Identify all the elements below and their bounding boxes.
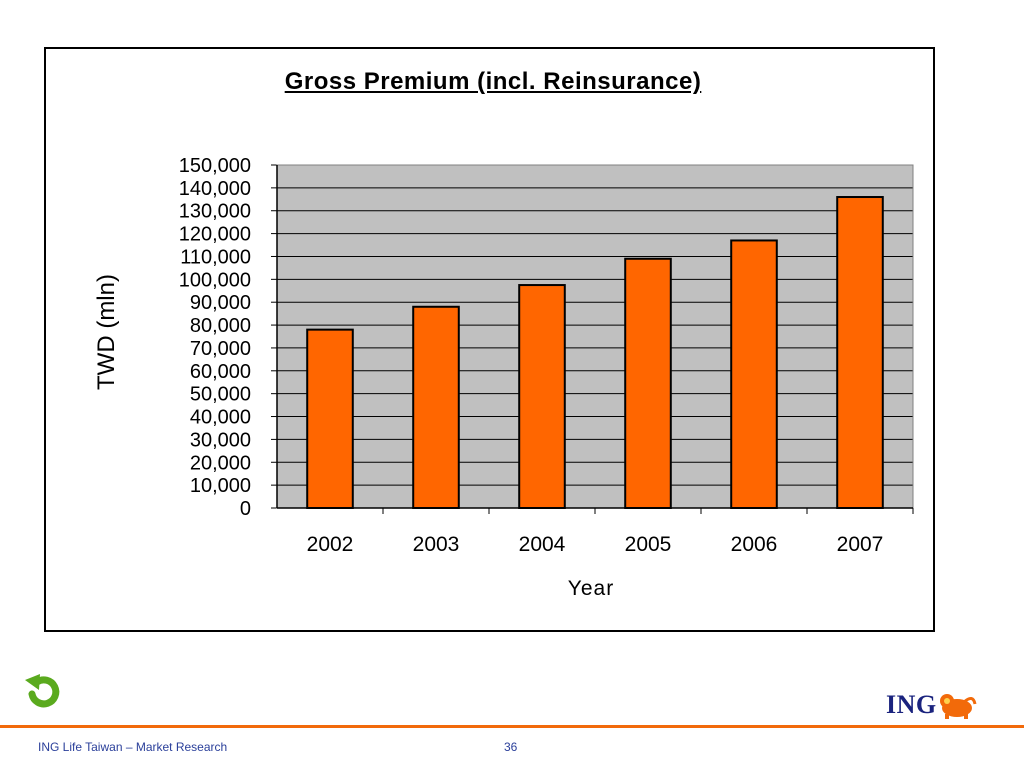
- y-tick-label: 120,000: [179, 224, 251, 246]
- x-tick-label: 2004: [519, 533, 566, 556]
- bar: [836, 196, 884, 509]
- back-arrow-icon: [25, 674, 60, 708]
- x-tick-label: 2003: [413, 533, 460, 556]
- page-number: 36: [504, 740, 518, 754]
- ing-logo: ING: [886, 690, 977, 720]
- bar: [412, 305, 460, 510]
- x-tick-label: 2007: [837, 533, 884, 556]
- y-tick-label: 140,000: [179, 178, 251, 200]
- y-tick-label: 100,000: [179, 269, 251, 291]
- y-tick-label: 60,000: [190, 361, 251, 383]
- y-tick-label: 130,000: [179, 201, 251, 223]
- back-button[interactable]: [20, 668, 66, 714]
- footer-text: ING Life Taiwan – Market Research: [38, 740, 228, 754]
- chart-title: Gross Premium (incl. Reinsurance): [284, 68, 702, 95]
- x-tick-label: 2005: [625, 533, 672, 556]
- x-tick-label: 2006: [731, 533, 778, 556]
- y-tick-label: 30,000: [190, 429, 251, 451]
- y-tick-label: 110,000: [180, 246, 251, 268]
- y-tick-label: 70,000: [190, 338, 251, 360]
- bar: [730, 239, 778, 510]
- y-tick-label: 20,000: [190, 452, 251, 474]
- y-tick-label: 80,000: [190, 315, 251, 337]
- lion-icon: [939, 694, 977, 719]
- y-tick-label: 40,000: [190, 407, 251, 429]
- x-axis-label: Year: [568, 577, 614, 600]
- x-tick-label: 2002: [307, 533, 354, 556]
- y-tick-label: 150,000: [179, 155, 251, 177]
- logo-text: ING: [886, 690, 937, 719]
- bar: [306, 328, 354, 510]
- y-axis-label: TWD (mln): [93, 274, 120, 390]
- plot-area: [277, 165, 913, 508]
- y-tick-label: 10,000: [190, 475, 251, 497]
- bar: [518, 284, 566, 509]
- y-tick-label: 50,000: [190, 384, 251, 406]
- y-tick-label: 90,000: [190, 292, 251, 314]
- bar: [624, 257, 672, 509]
- y-tick-label: 0: [240, 498, 251, 520]
- footer-divider: [0, 725, 1024, 728]
